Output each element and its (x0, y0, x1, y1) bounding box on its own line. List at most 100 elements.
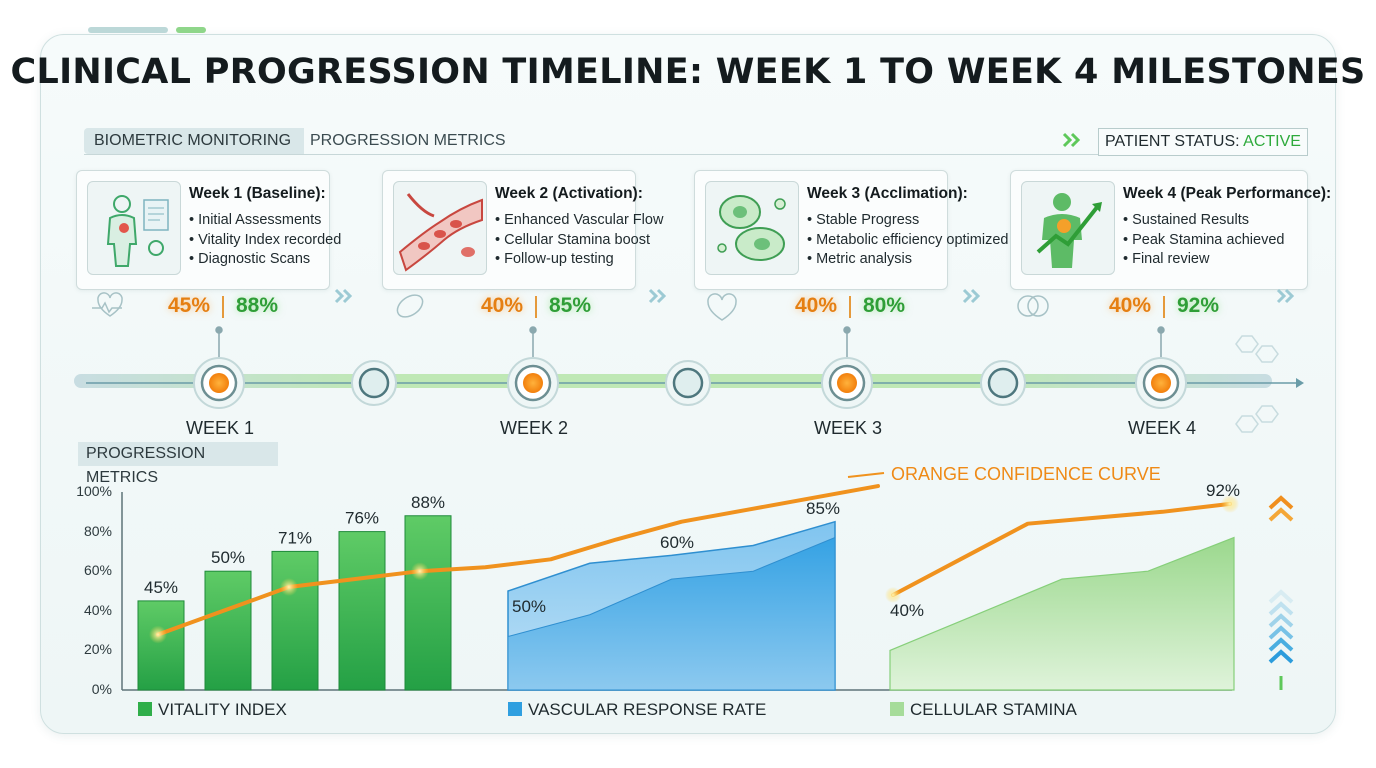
milestone-card-week-4: Week 4 (Peak Performance): • Sustained R… (1010, 170, 1331, 290)
chevron-up-icon (1268, 495, 1294, 664)
timeline-node-week-4[interactable] (1135, 357, 1187, 409)
legend-vitality-index: VITALITY INDEX (158, 700, 287, 719)
week-label-1: WEEK 1 (185, 418, 255, 438)
milestone-title: Week 2 (Activation): (495, 185, 643, 202)
milestone-item: • Sustained Results (1123, 212, 1249, 228)
vitality-bar (338, 531, 386, 691)
legend-swatch-vascular (508, 702, 522, 716)
vitality-bar-label: 88% (411, 493, 445, 512)
vascular-area-inner (507, 536, 836, 691)
milestone-item: • Final review (1123, 251, 1210, 267)
timeline-node-intermediate[interactable] (351, 360, 397, 406)
vascular-label: 60% (660, 533, 694, 552)
legend-cellular-stamina: CELLULAR STAMINA (910, 700, 1077, 719)
legend-vascular-response: VASCULAR RESPONSE RATE (528, 700, 767, 719)
timeline-node-week-1[interactable] (193, 357, 245, 409)
milestone-card-week-3: Week 3 (Acclimation): • Stable Progress … (694, 170, 1008, 290)
milestone-item: • Metric analysis (807, 251, 912, 267)
top-accent-bar-green (176, 27, 206, 33)
confidence-point (149, 625, 167, 644)
stamina-area (889, 536, 1235, 691)
vitality-bar-label: 50% (211, 548, 245, 567)
legend-swatch-vitality (138, 702, 152, 716)
header-divider (84, 154, 1306, 155)
pct-separator (1163, 296, 1165, 318)
milestone-card-week-1: Week 1 (Baseline): • Initial Assessments… (76, 170, 341, 290)
chart-layer: 45% 50% 71% 76% 88% 50% 60% 85% 40% 92% ORANGE CON… (137, 464, 1240, 691)
y-tick-label: 0% (91, 681, 112, 697)
confidence-curve-name: ORANGE CONFIDENCE CURVE (891, 464, 1161, 484)
body-heart-icon (87, 181, 181, 275)
y-tick-label: 100% (76, 483, 112, 499)
milestone-item: • Initial Assessments (189, 212, 322, 228)
pct-green-week-2: 85% (549, 294, 592, 317)
heartbeat-icon (92, 292, 123, 317)
vitality-bar (204, 570, 252, 691)
vascular-label: 50% (512, 597, 546, 616)
blood-vessel-icon (393, 181, 487, 275)
milestone-card-week-2: Week 2 (Activation): • Enhanced Vascular… (382, 170, 663, 290)
y-tick-label: 40% (83, 602, 112, 618)
milestone-item: • Diagnostic Scans (189, 251, 311, 267)
pct-orange-week-3: 40% (795, 294, 838, 317)
confidence-label: 40% (890, 601, 924, 620)
vitality-bar-label: 71% (278, 528, 312, 547)
pct-orange-week-4: 40% (1109, 294, 1152, 317)
node-connectors (215, 326, 1165, 358)
timeline-node-intermediate[interactable] (980, 360, 1026, 406)
confidence-point (410, 562, 429, 581)
y-tick-label: 80% (83, 523, 112, 539)
milestone-item: • Peak Stamina achieved (1123, 231, 1285, 248)
vitality-bar (271, 550, 319, 691)
milestone-title: Week 3 (Acclimation): (807, 185, 968, 202)
vitality-bar-label: 45% (144, 578, 178, 597)
confidence-point (885, 586, 901, 603)
milestone-item: • Vitality Index recorded (189, 231, 342, 248)
week-label-2: WEEK 2 (499, 418, 569, 438)
timeline-arrow-icon (1296, 378, 1304, 388)
vitality-bar (404, 515, 452, 691)
vitality-bar (137, 600, 185, 691)
status-value: ACTIVE (1243, 133, 1301, 150)
week-label-4: WEEK 4 (1127, 418, 1197, 438)
y-tick-label: 20% (83, 641, 112, 657)
milestone-item: • Follow-up testing (495, 251, 614, 267)
status-label: PATIENT STATUS: (1105, 133, 1240, 150)
pct-orange-week-2: 40% (481, 294, 524, 317)
chevron-right-icon (334, 132, 1295, 304)
milestone-item: • Cellular Stamina boost (495, 231, 650, 248)
pct-orange-week-1: 45% (168, 294, 211, 317)
timeline-node-intermediate[interactable] (665, 360, 711, 406)
body-growth-icon (1021, 181, 1115, 275)
week-label-3: WEEK 3 (813, 418, 883, 438)
cells-icon (705, 181, 799, 275)
pct-separator (535, 296, 537, 318)
milestone-title: Week 1 (Baseline): (189, 185, 326, 202)
pct-separator (222, 296, 224, 318)
hexagon-icon (1235, 335, 1279, 433)
page-title: CLINICAL PROGRESSION TIMELINE: WEEK 1 TO… (10, 52, 1366, 92)
pct-green-week-1: 88% (236, 294, 279, 317)
milestone-title: Week 4 (Peak Performance): (1123, 185, 1332, 202)
timeline-node-week-3[interactable] (821, 357, 873, 409)
confidence-annotation-line (847, 472, 885, 478)
pct-green-week-4: 92% (1177, 294, 1220, 317)
milestone-item: • Enhanced Vascular Flow (495, 212, 664, 228)
confidence-curve-segment (156, 484, 880, 637)
tab-progression-metrics[interactable]: PROGRESSION METRICS (310, 132, 506, 149)
confidence-point (1221, 494, 1239, 513)
timeline-node-week-2[interactable] (507, 357, 559, 409)
y-tick-label: 60% (83, 562, 112, 578)
patient-status-badge: PATIENT STATUS: ACTIVE (1098, 128, 1308, 156)
vitality-bar-label: 76% (345, 509, 379, 528)
progression-metrics-label: PROGRESSION METRICS (78, 442, 278, 486)
milestone-item: • Metabolic efficiency optimized (807, 231, 1009, 248)
confidence-label: 92% (1206, 481, 1240, 500)
top-accent-bar (88, 27, 168, 33)
tab-biometric-monitoring[interactable]: BIOMETRIC MONITORING (84, 128, 304, 154)
bacteria-icon (396, 294, 424, 318)
vascular-label: 85% (806, 499, 840, 518)
pct-separator (849, 296, 851, 318)
confidence-curve-segment (891, 501, 1232, 597)
